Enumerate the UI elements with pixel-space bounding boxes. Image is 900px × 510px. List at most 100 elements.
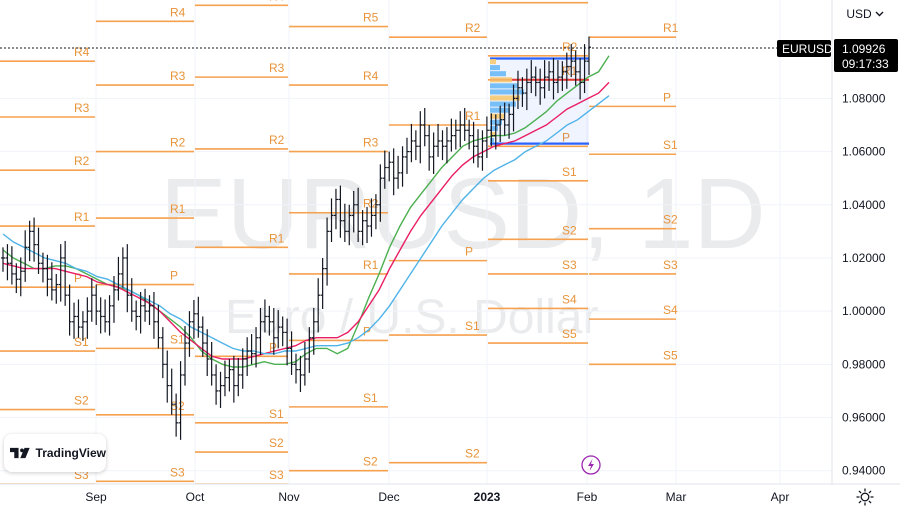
- ohlc-bar: [285, 318, 290, 366]
- pivot-level-label: R1: [74, 210, 90, 224]
- ohlc-bar: [311, 307, 316, 355]
- ohlc-bar: [396, 155, 401, 189]
- ohlc-bar: [160, 327, 165, 379]
- pivot-level-label: R3: [170, 69, 186, 83]
- value-area-fill: [490, 58, 589, 144]
- ohlc-bar: [174, 393, 179, 437]
- volume-profile-row: [490, 71, 506, 77]
- ohlc-bar: [54, 273, 59, 304]
- flash-button[interactable]: [581, 455, 601, 475]
- ohlc-bar: [231, 355, 236, 403]
- chart-settings-button[interactable]: [852, 486, 878, 508]
- ohlc-bar: [462, 107, 467, 141]
- price-axis[interactable]: 1.08000 1.06000 1.04000 1.02000 1.00000 0.980…: [831, 0, 900, 484]
- ohlc-bar: [409, 123, 414, 163]
- time-tick-label: Feb: [577, 490, 598, 504]
- last-price-badge: 1.09926 09:17:33: [834, 39, 898, 72]
- time-axis[interactable]: Sep Oct Nov Dec 2023 Feb Mar Apr: [0, 483, 900, 510]
- ohlc-bar: [484, 116, 489, 158]
- ohlc-bar: [449, 118, 454, 152]
- currency-label: USD: [846, 7, 872, 21]
- volume-profile-row: [490, 95, 520, 101]
- ohlc-bar: [58, 244, 63, 302]
- ohlc-bar: [560, 61, 565, 91]
- pivot-level-label: R4: [74, 45, 90, 59]
- ohlc-bar: [98, 297, 103, 334]
- pivot-level-label: R5: [363, 11, 379, 25]
- price-tick-label: 0.96000: [842, 411, 886, 425]
- ohlc-bar: [365, 206, 370, 244]
- ohlc-bar: [382, 150, 387, 189]
- ohlc-bar: [134, 300, 139, 331]
- ohlc-bar: [36, 227, 41, 274]
- pivot-level-label: R3: [562, 0, 578, 1]
- symbol-badge: EURUSD: [777, 40, 833, 57]
- ohlc-bar: [27, 220, 32, 262]
- pivot-level-label: S1: [74, 335, 89, 349]
- ohlc-bar: [453, 119, 458, 150]
- currency-selector[interactable]: USD: [834, 4, 896, 24]
- ohlc-bar: [258, 307, 263, 355]
- price-tick-label: 0.94000: [842, 464, 886, 478]
- ohlc-bar: [151, 291, 156, 339]
- ohlc-bar: [196, 296, 201, 338]
- ohlc-bar: [578, 57, 583, 100]
- pivot-level-label: S2: [465, 447, 480, 461]
- ohlc-bar: [329, 198, 334, 242]
- ohlc-bar: [351, 190, 356, 233]
- tradingview-logo-text: TradingView: [35, 446, 106, 460]
- ohlc-bar: [205, 329, 210, 377]
- ohlc-bar: [63, 240, 68, 306]
- pivot-level-label: S4: [663, 303, 678, 317]
- pivot-level-label: S3: [562, 258, 577, 272]
- volume-profile-row: [490, 113, 504, 119]
- price-tick-label: 1.08000: [842, 91, 886, 105]
- ohlc-bar: [120, 247, 125, 288]
- ohlc-bar: [187, 311, 192, 357]
- pivot-level-label: R2: [170, 136, 186, 150]
- pivot-level-label: R2: [74, 154, 90, 168]
- ohlc-bar: [569, 44, 574, 78]
- ohlc-bar: [80, 311, 85, 341]
- pivot-level-label: S5: [663, 348, 678, 362]
- pivot-level-label: R4: [269, 0, 285, 3]
- volume-profile-row: [490, 65, 500, 71]
- ohlc-bar: [236, 357, 241, 397]
- ohlc-bar: [103, 299, 108, 333]
- pivot-level-label: S2: [269, 436, 284, 450]
- ohlc-bar: [511, 84, 516, 132]
- last-price-badge-bg: [834, 39, 898, 72]
- pivot-level-label: S1: [363, 391, 378, 405]
- pivot-level-label: R2: [465, 21, 481, 35]
- ohlc-bar: [227, 359, 232, 392]
- ohlc-bar: [480, 130, 485, 171]
- watermark-description: Euro / U.S. Dollar: [225, 291, 598, 344]
- price-tick-label: 1.02000: [842, 251, 886, 265]
- ohlc-bar: [267, 305, 272, 336]
- pivot-level-label: R1: [170, 202, 186, 216]
- symbol-badge-bg: [777, 40, 831, 57]
- pivot-level-label: S3: [170, 465, 185, 479]
- ohlc-bar: [294, 353, 298, 384]
- ohlc-bar: [551, 57, 556, 100]
- pivot-level-label: P: [562, 130, 570, 144]
- ohlc-bar: [218, 371, 223, 408]
- pivot-level-label: S1: [562, 165, 577, 179]
- ohlc-bar: [436, 123, 441, 157]
- price-tick-label: 1.00000: [842, 304, 886, 318]
- pivot-level-label: S1: [465, 319, 480, 333]
- ohlc-bar: [320, 257, 325, 310]
- pivot-level-label: R2: [562, 40, 578, 54]
- ohlc-bar: [338, 185, 343, 238]
- pivot-level-label: P: [465, 245, 473, 259]
- ohlc-bar: [520, 77, 525, 107]
- volume-profile-row: [490, 138, 494, 144]
- tradingview-logo[interactable]: TradingView: [4, 434, 106, 472]
- tradingview-logo-icon: [10, 447, 30, 459]
- ohlc-bar: [502, 102, 507, 136]
- price-tick-label: 1.04000: [842, 198, 886, 212]
- ohlc-bar: [222, 360, 227, 397]
- ohlc-bar: [9, 246, 14, 285]
- time-tick-label: Mar: [666, 490, 687, 504]
